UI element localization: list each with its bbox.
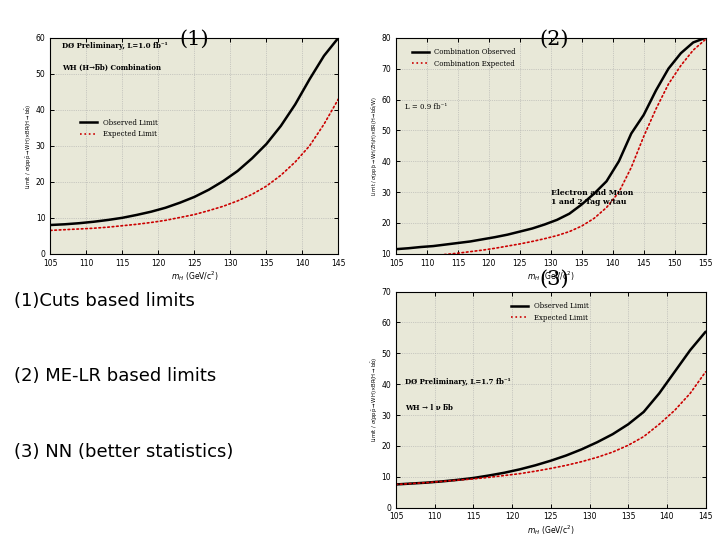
Text: WH → l ν b̅b: WH → l ν b̅b — [405, 404, 453, 412]
Text: Electron and Muon
1 and 2 Tag w/tau: Electron and Muon 1 and 2 Tag w/tau — [551, 189, 633, 206]
Y-axis label: Limit / $\sigma$(pp$\bar{\rm p}$$\rightarrow$WH)$\times$BR(H$\rightarrow$b$\bar{: Limit / $\sigma$(pp$\bar{\rm p}$$\righta… — [370, 357, 380, 442]
Y-axis label: Limit / $\sigma$(pp$\bar{\rm p}$$\rightarrow$WH)$\times$BR(H$\rightarrow$b$\bar{: Limit / $\sigma$(pp$\bar{\rm p}$$\righta… — [24, 103, 35, 188]
Text: L = 0.9 fb⁻¹: L = 0.9 fb⁻¹ — [405, 103, 448, 111]
X-axis label: $m_H\ \mathregular{(GeV/c^2)}$: $m_H\ \mathregular{(GeV/c^2)}$ — [171, 269, 218, 283]
Text: (1): (1) — [179, 30, 210, 49]
Legend: Observed Limit, Expected Limit: Observed Limit, Expected Limit — [508, 299, 591, 325]
X-axis label: $m_H\ \mathregular{(GeV/c^2)}$: $m_H\ \mathregular{(GeV/c^2)}$ — [527, 523, 575, 537]
Text: (2) ME-LR based limits: (2) ME-LR based limits — [14, 367, 217, 385]
Text: (3): (3) — [539, 270, 570, 289]
Text: (3) NN (better statistics): (3) NN (better statistics) — [14, 443, 234, 461]
Text: DØ Preliminary, L=1.7 fb⁻¹: DØ Preliminary, L=1.7 fb⁻¹ — [405, 378, 511, 386]
Text: (2): (2) — [540, 30, 569, 49]
Text: (1)Cuts based limits: (1)Cuts based limits — [14, 292, 195, 309]
Text: WH (H→b̅b) Combination: WH (H→b̅b) Combination — [62, 64, 161, 72]
Legend: Combination Observed, Combination Expected: Combination Observed, Combination Expect… — [409, 45, 519, 71]
Text: DØ Preliminary, L=1.0 fb⁻¹: DØ Preliminary, L=1.0 fb⁻¹ — [62, 42, 168, 50]
X-axis label: $m_H\ \mathregular{(GeV/c^2)}$: $m_H\ \mathregular{(GeV/c^2)}$ — [527, 269, 575, 283]
Y-axis label: Limit / $\sigma$(pp$\bar{\rm p}$$\rightarrow$WH/ZH/H)$\times$BR(H$\rightarrow$b$: Limit / $\sigma$(pp$\bar{\rm p}$$\righta… — [370, 96, 380, 195]
Legend: Observed Limit, Expected Limit: Observed Limit, Expected Limit — [77, 116, 160, 141]
